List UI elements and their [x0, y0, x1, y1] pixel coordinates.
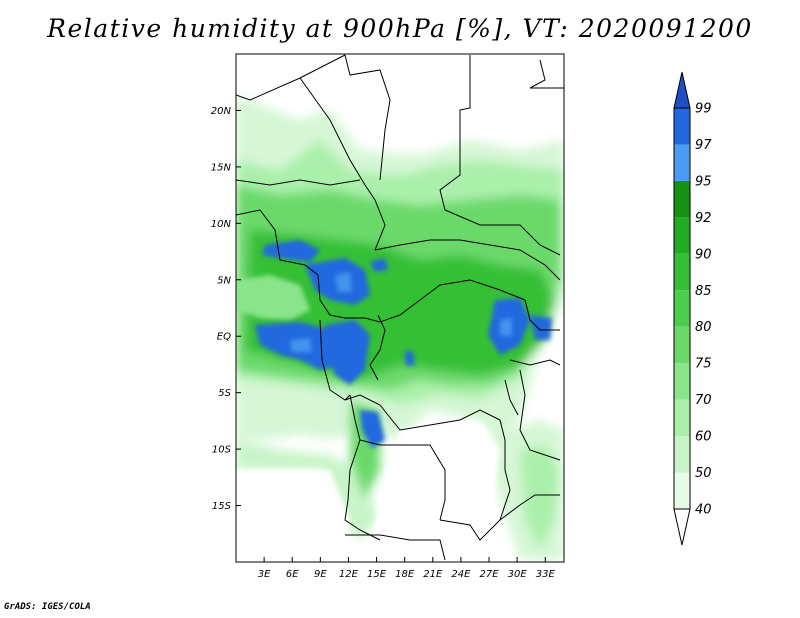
lon-tick-label: 27E	[480, 569, 500, 580]
colorbar-max-arrow	[673, 71, 691, 109]
colorbar-label: 75	[695, 357, 712, 372]
lat-tick-label: 5N	[217, 275, 231, 286]
lon-tick-label: 33E	[536, 569, 556, 580]
lat-tick-label: 5S	[218, 388, 231, 399]
colorbar-box	[674, 436, 690, 473]
colorbar-box	[674, 290, 690, 327]
colorbar-label: 40	[695, 503, 712, 518]
country-boundaries	[236, 54, 564, 561]
lat-tick-label: 20N	[211, 106, 232, 117]
footer-credit: GrADS: IGES/COLA	[4, 602, 91, 612]
colorbar-box	[674, 144, 690, 181]
colorbar-box	[674, 472, 690, 509]
lat-tick-label: 10N	[211, 219, 232, 230]
lon-tick-label: 3E	[258, 569, 271, 580]
longitude-axis: 3E 6E 9E 12E 15E 18E 21E 24E 27E 30E 33E	[258, 557, 556, 580]
lat-tick-label: 15N	[211, 162, 232, 173]
colorbar-box	[674, 253, 690, 291]
chart-title: Relative humidity at 900hPa [%], VT: 202…	[47, 14, 753, 43]
colorbar-label: 50	[695, 466, 712, 481]
colorbar-box	[674, 108, 690, 145]
colorbar-label: 99	[695, 102, 712, 117]
colorbar-box	[674, 326, 690, 364]
colorbar-label: 85	[695, 284, 712, 299]
lat-tick-label: EQ	[217, 332, 231, 343]
lon-tick-label: 24E	[451, 569, 471, 580]
lat-tick-label: 15S	[212, 501, 232, 512]
humidity-field	[236, 54, 564, 562]
map-frame	[235, 53, 565, 563]
colorbar-label: 92	[695, 211, 712, 226]
colorbar-box	[674, 399, 690, 437]
colorbar-box	[674, 217, 690, 254]
lon-tick-label: 15E	[367, 569, 387, 580]
colorbar-box	[674, 363, 690, 400]
lon-tick-label: 21E	[423, 569, 443, 580]
colorbar-label: 70	[695, 393, 712, 408]
colorbar-box	[674, 180, 690, 218]
lon-tick-label: 30E	[508, 569, 528, 580]
colorbar-label: 80	[695, 320, 712, 335]
colorbar-min-arrow	[673, 508, 691, 546]
lon-tick-label: 6E	[286, 569, 299, 580]
latitude-axis: 20N 15N 10N 5N EQ 5S 10S 15S	[211, 106, 241, 512]
colorbar-label: 97	[695, 138, 712, 153]
colorbar-label: 95	[695, 174, 712, 189]
colorbar-label: 90	[695, 247, 712, 262]
lat-tick-label: 10S	[212, 445, 232, 456]
colorbar-label: 60	[695, 430, 712, 445]
lon-tick-label: 12E	[339, 569, 359, 580]
colorbar: 40 50 60 70 75 80 85 90 92 95 97 99	[673, 71, 712, 546]
lon-tick-label: 18E	[395, 569, 415, 580]
colorbar-frame	[673, 107, 691, 510]
lon-tick-label: 9E	[314, 569, 327, 580]
